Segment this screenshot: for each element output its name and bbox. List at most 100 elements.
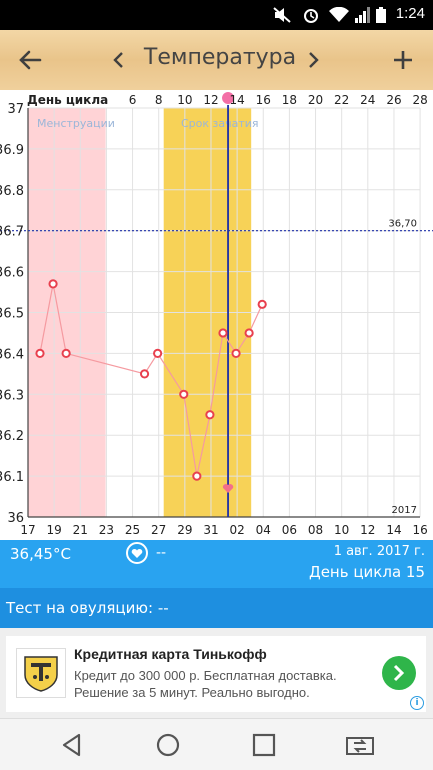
temperature-point — [35, 348, 45, 358]
page-title: Температура — [143, 45, 297, 70]
ovulation-test-label: Тест на овуляцию: -- — [6, 599, 169, 617]
heart-icon — [222, 484, 234, 493]
x-tick-label: 04 — [256, 523, 271, 537]
temperature-point — [257, 299, 267, 309]
cycle-day-tick-label: 24 — [360, 93, 375, 107]
cycle-day-tick-label: 26 — [386, 93, 401, 107]
x-tick-label: 31 — [203, 523, 218, 537]
alarm-icon — [304, 9, 318, 23]
x-tick-label: 21 — [73, 523, 88, 537]
signal-icon — [355, 7, 370, 23]
x-tick-label: 27 — [151, 523, 166, 537]
y-tick-label: 37 — [7, 102, 24, 117]
y-tick-label: 36.2 — [0, 429, 24, 444]
temperature-point — [61, 348, 71, 358]
temperature-value: 36,45°C — [10, 545, 71, 563]
add-button[interactable] — [380, 30, 426, 90]
toolbar: Температура — [0, 30, 433, 90]
selected-date: 1 авг. 2017 г. — [333, 544, 425, 559]
cycle-day-tick-label: 10 — [177, 93, 192, 107]
x-tick-label: 16 — [412, 523, 427, 537]
clock: 1:24 — [395, 5, 425, 22]
temperature-point — [192, 471, 202, 481]
x-tick-label: 23 — [99, 523, 114, 537]
y-tick-label: 36.7 — [0, 225, 24, 240]
x-tick-label: 10 — [334, 523, 349, 537]
day-info-bar[interactable]: 36,45°C -- 1 авг. 2017 г. День цикла 15 — [0, 540, 433, 588]
y-tick-label: 36.5 — [0, 307, 24, 322]
cycle-day-axis-title: День цикла — [27, 93, 111, 107]
sex-value: -- — [156, 545, 167, 561]
previous-button[interactable] — [104, 30, 132, 90]
circle-home-icon — [156, 733, 180, 757]
nav-recents-button[interactable] — [244, 729, 284, 761]
cycle-day-tick-label: 20 — [308, 93, 323, 107]
nav-switch-button[interactable] — [340, 729, 380, 761]
system-nav-bar — [0, 718, 433, 770]
cycle-day-tick-label: 6 — [129, 93, 137, 107]
y-tick-label: 36.9 — [0, 143, 24, 158]
ad-info-icon[interactable]: i — [410, 696, 424, 710]
mute-icon — [273, 7, 291, 23]
x-tick-label: 12 — [360, 523, 375, 537]
ad-text: Кредит до 300 000 р. Бесплатная доставка… — [74, 668, 337, 700]
fertile-label: Срок зачатия — [181, 117, 259, 130]
nav-back-button[interactable] — [52, 729, 92, 761]
temperature-point — [218, 328, 228, 338]
wifi-icon — [329, 7, 349, 22]
temperature-point — [244, 328, 254, 338]
ad-card[interactable]: Кредитная карта Тинькофф Кредит до 300 0… — [6, 636, 426, 712]
temperature-point — [231, 348, 241, 358]
temperature-point — [153, 348, 163, 358]
y-tick-label: 36.3 — [0, 388, 24, 403]
arrow-left-icon — [19, 50, 42, 70]
cycle-day-tick-label: 8 — [155, 93, 163, 107]
temperature-point — [48, 279, 58, 289]
back-button[interactable] — [6, 30, 54, 90]
x-tick-label: 25 — [125, 523, 140, 537]
temperature-chart[interactable]: 36,70 Менструации Срок зачатия 37 36.9 36.8 36… — [0, 90, 433, 540]
x-tick-label: 06 — [282, 523, 297, 537]
chart-canvas[interactable]: 36,70 Менструации Срок зачатия 37 36.9 36.8 36… — [0, 90, 433, 540]
y-tick-label: 36.6 — [0, 266, 24, 281]
ad-banner[interactable]: Кредитная карта Тинькофф Кредит до 300 0… — [0, 628, 433, 718]
x-tick-label: 17 — [20, 523, 35, 537]
cycle-day-tick-label: 16 — [256, 93, 271, 107]
next-button[interactable] — [300, 30, 328, 90]
y-tick-label: 36.4 — [0, 347, 24, 362]
y-tick-label: 36.1 — [0, 470, 24, 485]
year-label: 2017 — [392, 505, 417, 516]
switch-window-icon — [346, 737, 374, 755]
cycle-day-tick-label: 18 — [282, 93, 297, 107]
heart-icon[interactable] — [126, 542, 148, 564]
cycle-day-tick-label: 22 — [334, 93, 349, 107]
x-tick-label: 19 — [46, 523, 61, 537]
plus-icon — [394, 51, 412, 69]
status-bar: 1:24 — [0, 0, 433, 30]
current-day-marker — [221, 91, 236, 105]
threshold-label: 36,70 — [388, 219, 417, 230]
ad-title: Кредитная карта Тинькофф — [74, 646, 267, 662]
ad-open-button[interactable] — [382, 656, 416, 690]
y-tick-label: 36 — [7, 511, 24, 526]
cycle-day-tick-label: 28 — [412, 93, 427, 107]
ovulation-test-bar[interactable]: Тест на овуляцию: -- — [0, 588, 433, 628]
temperature-point — [205, 410, 215, 420]
battery-icon — [376, 7, 386, 23]
x-tick-label: 08 — [308, 523, 323, 537]
chevron-right-icon — [393, 664, 405, 682]
y-tick-label: 36.8 — [0, 184, 24, 199]
cycle-day-tick-label: 14 — [229, 93, 244, 107]
x-tick-label: 02 — [229, 523, 244, 537]
temperature-point — [179, 389, 189, 399]
triangle-back-icon — [62, 733, 81, 757]
chevron-right-icon — [309, 52, 319, 68]
tinkoff-logo-icon — [16, 648, 66, 698]
square-recents-icon — [252, 733, 276, 757]
temperature-point — [139, 369, 150, 379]
chevron-left-icon — [113, 52, 123, 68]
period-label: Менструации — [37, 117, 115, 130]
x-tick-label: 29 — [177, 523, 192, 537]
nav-home-button[interactable] — [148, 729, 188, 761]
